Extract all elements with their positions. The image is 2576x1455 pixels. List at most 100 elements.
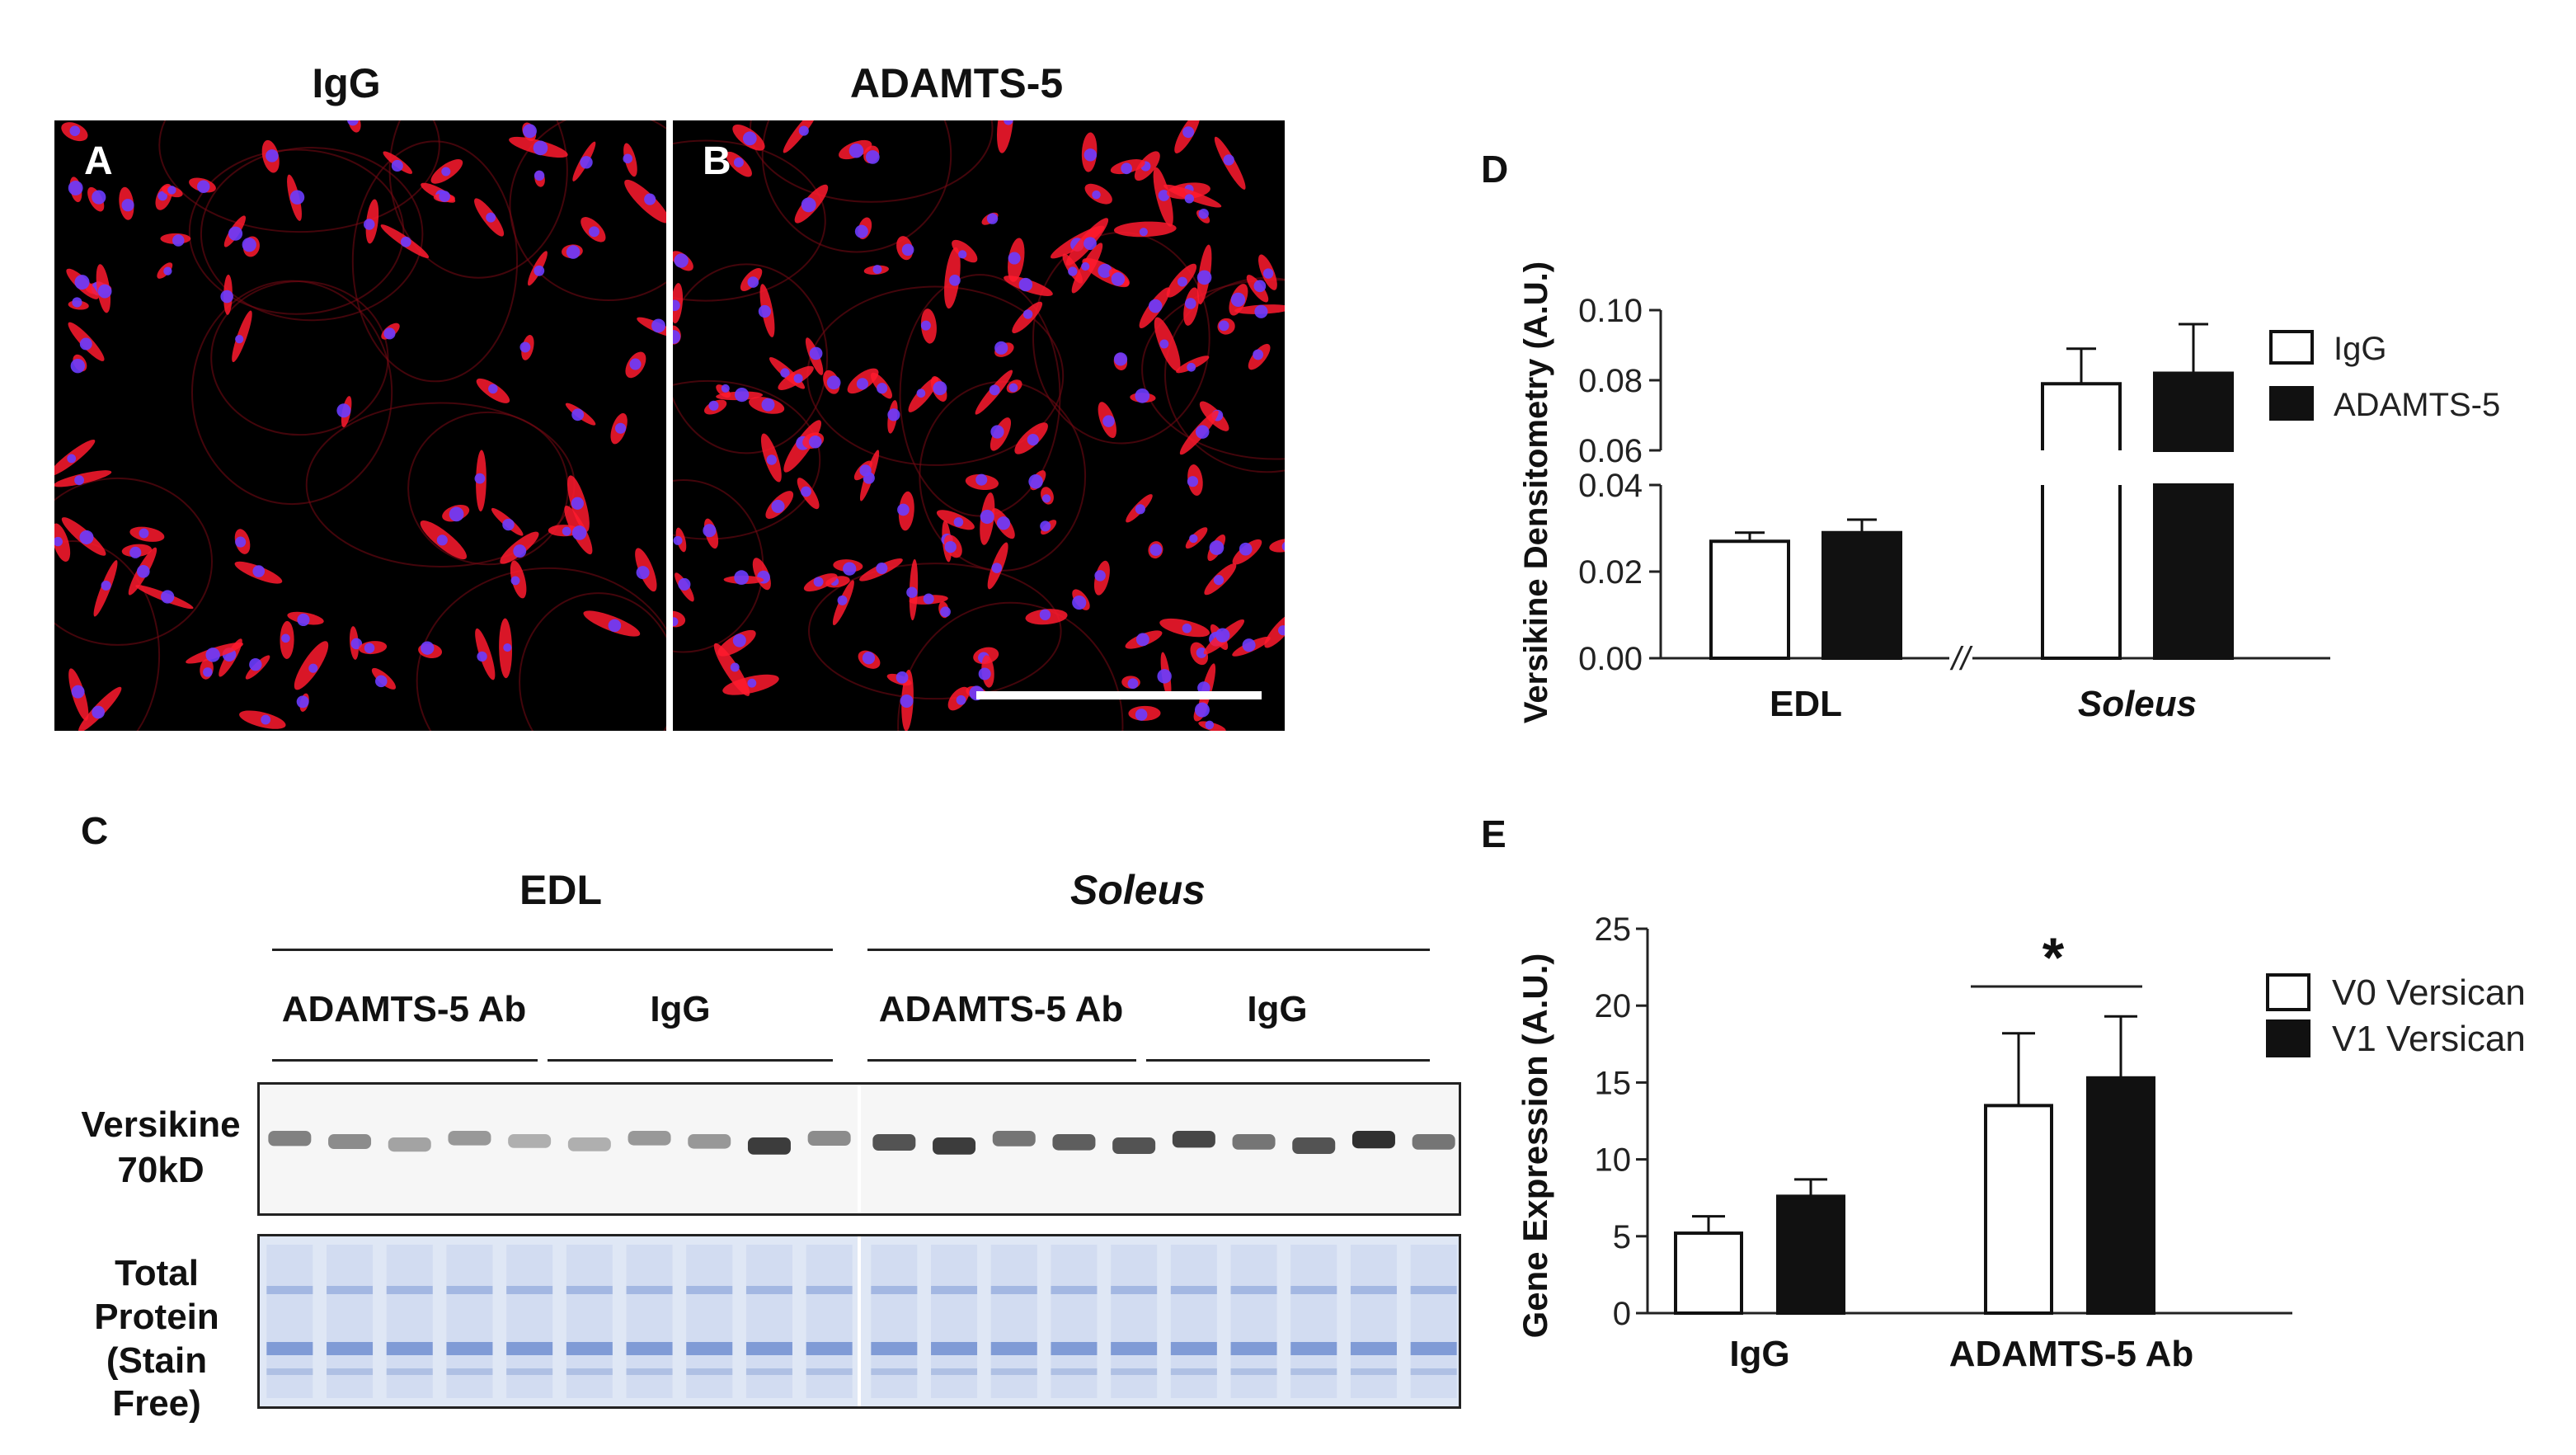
versikine-band — [1052, 1134, 1096, 1151]
y-tick-label: 0.08 — [1578, 363, 1643, 399]
fiber-outline — [407, 411, 569, 566]
stained-nucleus — [876, 562, 888, 575]
versikine-band — [872, 1134, 916, 1151]
x-category-label: ADAMTS-5 Ab — [1949, 1334, 2194, 1374]
protein-band — [626, 1342, 673, 1355]
versikine-band — [268, 1131, 312, 1147]
stained-nucleus — [68, 181, 83, 195]
protein-lane — [806, 1245, 853, 1398]
y-tick-label: 0.04 — [1578, 468, 1643, 504]
stained-nucleus — [571, 525, 587, 540]
blot-edl-bracket — [272, 949, 833, 951]
stained-nucleus — [534, 170, 545, 181]
fiber-outline — [388, 120, 568, 279]
stained-nucleus — [798, 125, 809, 136]
protein-lane — [990, 1245, 1037, 1398]
y-tick-label: 5 — [1613, 1219, 1631, 1255]
stained-nucleus — [1159, 339, 1169, 349]
fiber-outline — [519, 592, 666, 731]
stained-nucleus — [990, 425, 1004, 439]
y-tick-label: 15 — [1595, 1065, 1632, 1101]
stained-nucleus — [1195, 425, 1210, 439]
fiber-outline — [210, 280, 389, 436]
protein-band — [327, 1342, 374, 1355]
stained-nucleus — [854, 224, 868, 238]
versikine-band — [328, 1134, 372, 1149]
blot-sub-line-1 — [272, 1059, 538, 1062]
protein-band — [931, 1286, 978, 1294]
stained-nucleus — [1196, 647, 1207, 658]
stained-nucleus — [1196, 270, 1212, 285]
protein-band — [1410, 1286, 1457, 1294]
protein-band — [931, 1368, 978, 1375]
fiber-outline — [673, 263, 829, 454]
stained-nucleus — [862, 652, 876, 665]
stained-nucleus — [261, 714, 271, 725]
legend-label: V0 Versican — [2332, 972, 2526, 1013]
stained-nucleus — [975, 473, 988, 486]
versikine-band — [628, 1131, 671, 1146]
protein-lane — [327, 1245, 374, 1398]
protein-band — [1170, 1342, 1217, 1355]
protein-band — [626, 1286, 673, 1294]
stained-nucleus — [958, 250, 967, 259]
stained-cell — [624, 179, 666, 224]
protein-band — [1410, 1342, 1457, 1355]
protein-band — [745, 1368, 792, 1375]
stained-nucleus — [608, 619, 622, 633]
stained-nucleus — [562, 526, 571, 536]
stained-nucleus — [266, 149, 279, 162]
stained-nucleus — [161, 590, 175, 604]
stained-nucleus — [953, 517, 964, 527]
stained-nucleus — [1149, 544, 1163, 556]
stained-nucleus — [79, 530, 94, 544]
blot-row1-label-line1: Versikine — [81, 1104, 241, 1145]
stained-nucleus — [742, 131, 757, 146]
stained-cell — [997, 120, 1014, 153]
stained-nucleus — [249, 658, 262, 671]
x-category-label: EDL — [1770, 684, 1842, 724]
stained-nucleus — [809, 346, 823, 360]
stained-nucleus — [375, 675, 388, 688]
stained-nucleus — [780, 368, 790, 378]
protein-lane — [1410, 1245, 1457, 1398]
stained-nucleus — [203, 667, 213, 677]
stained-nucleus — [678, 577, 691, 591]
protein-band — [1170, 1368, 1217, 1375]
versikine-band — [1412, 1134, 1455, 1150]
stained-nucleus — [766, 454, 777, 465]
stained-nucleus — [364, 643, 375, 654]
protein-band — [1111, 1286, 1158, 1294]
stained-nucleus — [1198, 208, 1209, 219]
stained-nucleus — [747, 678, 757, 688]
stained-nucleus — [363, 219, 375, 230]
stained-nucleus — [629, 358, 642, 370]
protein-band — [506, 1286, 553, 1294]
versikine-band — [1112, 1137, 1156, 1154]
y-tick-label: 0.10 — [1578, 293, 1643, 329]
stained-nucleus — [801, 197, 816, 213]
bar — [1984, 1104, 2053, 1315]
protein-lane — [1230, 1245, 1277, 1398]
stained-nucleus — [1148, 299, 1163, 313]
stained-nucleus — [1084, 148, 1098, 162]
stained-nucleus — [758, 304, 771, 318]
stained-nucleus — [139, 528, 149, 539]
blot-sub-edl-adamts: ADAMTS-5 Ab — [281, 989, 527, 1029]
stained-nucleus — [1135, 633, 1149, 647]
stained-nucleus — [571, 497, 584, 510]
stained-nucleus — [1004, 120, 1013, 125]
stained-nucleus — [383, 327, 396, 340]
protein-band — [566, 1286, 613, 1294]
versikine-band — [992, 1131, 1036, 1147]
stained-nucleus — [72, 297, 82, 308]
blot-sub-line-2 — [548, 1059, 833, 1062]
stained-nucleus — [651, 318, 665, 333]
stained-nucleus — [519, 341, 531, 353]
stained-nucleus — [74, 275, 90, 290]
fiber-outline — [54, 477, 213, 646]
stained-nucleus — [67, 454, 77, 464]
stained-nucleus — [994, 341, 1008, 355]
bar — [1822, 530, 1902, 660]
stained-nucleus — [92, 190, 106, 205]
